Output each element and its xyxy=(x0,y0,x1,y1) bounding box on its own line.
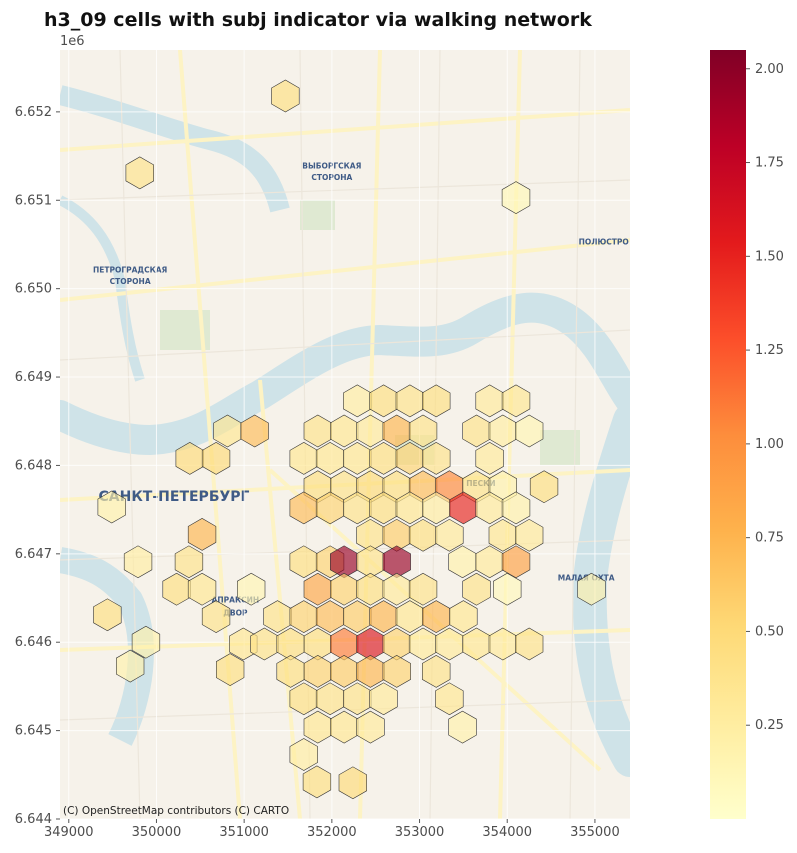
h3-cell xyxy=(302,765,332,799)
h3-cell xyxy=(577,572,606,606)
colorbar-ticks: 0.25 0.50 0.75 1.00 1.25 1.50 1.75 2.00 xyxy=(746,62,784,733)
colorbar-bar xyxy=(710,50,746,819)
x-tick-label: 353000 xyxy=(395,825,445,840)
h3-cell xyxy=(289,738,318,771)
y-tick-label: 6.648 xyxy=(15,458,52,473)
h3-cell xyxy=(475,442,504,475)
h3-cell xyxy=(356,710,385,744)
h3-cell xyxy=(421,655,451,688)
h3-cell xyxy=(382,545,411,579)
colorbar-tick-label: 1.75 xyxy=(755,156,784,171)
h3-cell xyxy=(382,655,411,688)
x-axis: 349000 350000 351000 352000 353000 354000 3550… xyxy=(44,819,620,840)
h3-cell xyxy=(116,649,145,683)
h3-cell xyxy=(514,518,544,552)
colorbar-tick-label: 0.25 xyxy=(755,718,784,733)
river-west xyxy=(60,547,154,746)
h3-cell xyxy=(501,384,531,418)
map-label: ПОЛЮСТРО xyxy=(579,237,629,246)
x-tick-label: 352000 xyxy=(307,825,357,840)
colorbar: 0.25 0.50 0.75 1.00 1.25 1.50 1.75 2.00 xyxy=(710,50,784,819)
h3-cell xyxy=(501,181,531,214)
y-offset-label: 1e6 xyxy=(60,34,85,49)
h3-cell xyxy=(93,598,122,632)
colorbar-tick-label: 2.00 xyxy=(755,62,784,77)
x-tick-label: 355000 xyxy=(570,825,620,840)
y-tick-label: 6.644 xyxy=(15,812,52,827)
map-area[interactable]: ВЫБОРГСКАЯСТОРОНАПЕТРОГРАДСКАЯСТОРОНАСАН… xyxy=(60,50,630,819)
h3-cell xyxy=(435,682,464,716)
h3-cell xyxy=(408,572,438,606)
h3-cell xyxy=(449,600,478,633)
colorbar-tick-label: 1.25 xyxy=(755,343,784,358)
colorbar-tick-label: 1.00 xyxy=(755,437,784,452)
h3-cell xyxy=(97,490,126,524)
h3-cell xyxy=(131,625,161,659)
x-tick-label: 350000 xyxy=(132,825,182,840)
x-tick-label: 349000 xyxy=(44,825,94,840)
y-tick-label: 6.645 xyxy=(15,724,52,739)
h3-cell xyxy=(216,653,245,686)
h3-cell xyxy=(125,156,154,190)
h3-cell xyxy=(501,545,531,579)
h3-cell xyxy=(237,572,266,606)
h3-cell xyxy=(201,442,231,475)
colorbar-tick-label: 0.50 xyxy=(755,624,784,639)
map-label: САНКТ-ПЕТЕРБУРГ xyxy=(99,489,250,505)
map-label: ПЕТРОГРАДСКАЯ xyxy=(93,266,168,275)
h3-cell xyxy=(240,414,269,448)
y-tick-label: 6.646 xyxy=(15,635,52,650)
map-label: АПРАКСИН xyxy=(212,595,260,604)
park xyxy=(300,200,335,230)
colorbar-tick-label: 0.75 xyxy=(755,531,784,546)
y-tick-label: 6.652 xyxy=(15,105,52,120)
h3-cell xyxy=(174,545,204,579)
colorbar-tick-label: 1.50 xyxy=(755,249,784,264)
park xyxy=(540,430,580,465)
h3-cell xyxy=(187,518,217,551)
h3-cell xyxy=(187,572,217,606)
h3-cell xyxy=(435,518,464,552)
h3-cell xyxy=(462,572,491,606)
h3-cell xyxy=(421,384,451,418)
h3-cell xyxy=(501,491,531,525)
h3-cells xyxy=(93,79,606,800)
h3-cell xyxy=(201,600,231,633)
river-neva xyxy=(60,292,630,456)
map-label: СТОРОНА xyxy=(110,277,151,286)
h3-cell xyxy=(123,545,153,579)
h3-cell xyxy=(514,414,544,448)
h3-cell xyxy=(514,627,544,661)
y-tick-label: 6.651 xyxy=(15,193,52,208)
x-tick-label: 351000 xyxy=(219,825,269,840)
h3-cell xyxy=(529,470,559,504)
map-label: ДВОР xyxy=(223,609,248,618)
chart-title: h3_09 cells with subj indicator via walk… xyxy=(44,9,592,31)
h3-cell xyxy=(493,572,522,606)
y-tick-label: 6.650 xyxy=(15,282,52,297)
h3-cell xyxy=(369,682,398,716)
y-tick-label: 6.649 xyxy=(15,370,52,385)
h3-cell xyxy=(421,442,451,475)
river-small xyxy=(60,195,145,382)
y-tick-label: 6.647 xyxy=(15,547,52,562)
y-axis: 6.644 6.645 6.646 6.647 6.648 6.649 6.650 6.651… xyxy=(15,105,60,827)
x-tick-label: 354000 xyxy=(482,825,532,840)
h3-cell xyxy=(338,766,368,800)
h3-cell xyxy=(271,79,300,113)
h3-cell xyxy=(408,414,438,448)
attribution: (C) OpenStreetMap contributors (C) CARTO xyxy=(63,805,289,817)
h3-cell xyxy=(448,710,477,744)
